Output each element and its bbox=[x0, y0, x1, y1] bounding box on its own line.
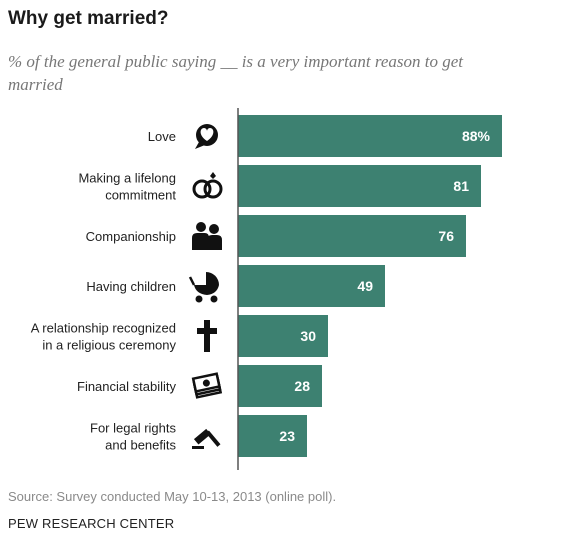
bar-value-label: 76 bbox=[438, 228, 454, 244]
category-label: Companionship bbox=[86, 229, 176, 244]
cross-icon bbox=[197, 320, 217, 352]
bar-value-label: 30 bbox=[300, 328, 316, 344]
bar-value-label: 49 bbox=[357, 278, 373, 294]
category-label: For legal rights and benefits bbox=[90, 421, 176, 453]
gavel-icon bbox=[192, 428, 221, 449]
couple-icon bbox=[192, 222, 222, 250]
bar bbox=[238, 115, 502, 157]
bar bbox=[238, 365, 322, 407]
bar bbox=[238, 315, 328, 357]
category-label: Love bbox=[148, 129, 176, 144]
category-label: A relationship recognized in a religious … bbox=[31, 321, 177, 353]
bar-value-label: 23 bbox=[279, 428, 295, 444]
bar-value-label: 28 bbox=[294, 378, 310, 394]
category-label: Financial stability bbox=[77, 379, 176, 394]
bar-value-label: 81 bbox=[453, 178, 469, 194]
bar-chart: 88% Love 81 Making a lifelong commitment 76 Co… bbox=[31, 108, 502, 470]
organization-name: PEW RESEARCH CENTER bbox=[8, 516, 175, 531]
bar-value-label: 88% bbox=[462, 128, 491, 144]
wedding-rings-icon bbox=[192, 172, 223, 199]
source-note: Source: Survey conducted May 10-13, 2013… bbox=[8, 489, 337, 504]
heart-speech-icon bbox=[195, 124, 218, 149]
bar bbox=[238, 415, 307, 457]
bar bbox=[238, 165, 481, 207]
baby-stroller-icon bbox=[188, 272, 219, 303]
category-label: Having children bbox=[86, 279, 176, 294]
category-label: Making a lifelong commitment bbox=[78, 171, 176, 203]
chart-title: Why get married? bbox=[8, 8, 169, 29]
bar bbox=[238, 265, 385, 307]
money-stack-icon bbox=[191, 372, 223, 399]
chart-subtitle: % of the general public saying __ is a v… bbox=[8, 52, 463, 94]
bar bbox=[238, 215, 466, 257]
